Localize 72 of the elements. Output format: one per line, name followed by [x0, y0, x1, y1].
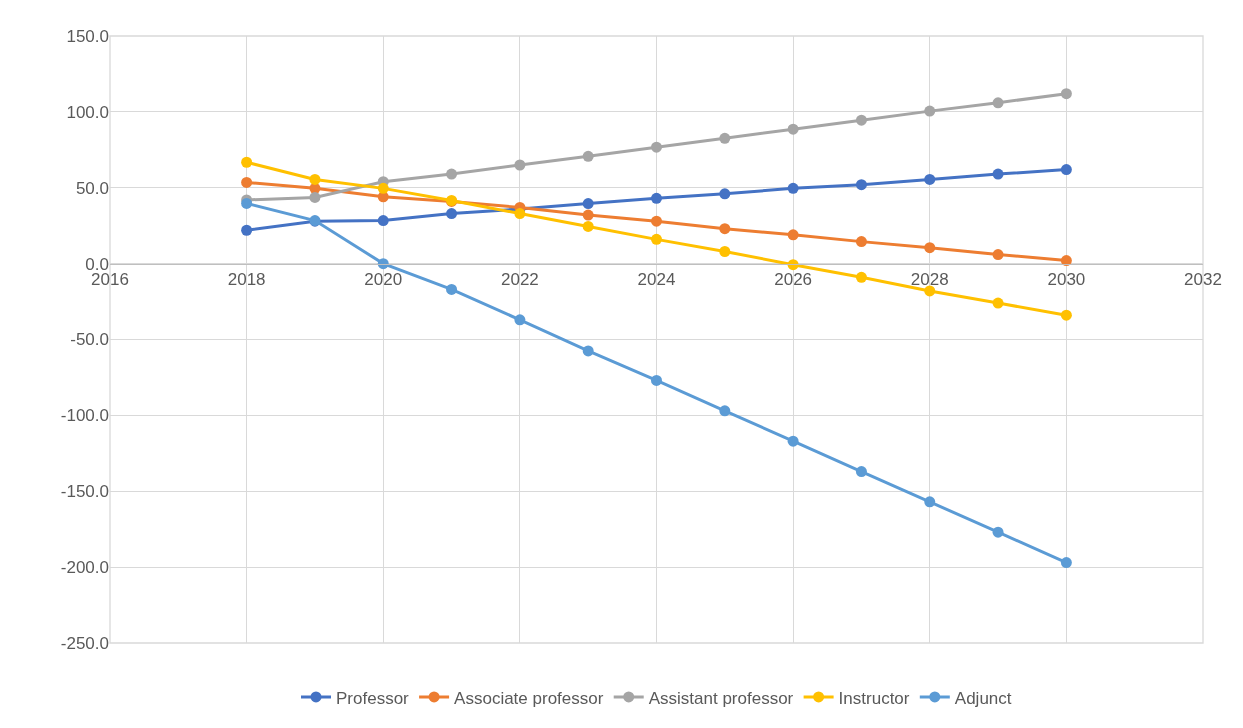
point	[651, 141, 662, 153]
x-tick-label: 2030	[1047, 270, 1086, 290]
point	[651, 192, 662, 204]
x-tick-label: 2026	[774, 270, 813, 290]
point	[1060, 557, 1072, 569]
y-tick-label: -150.0	[60, 482, 109, 502]
y-tick-label: -200.0	[60, 558, 109, 578]
y-tick-label: -250.0	[60, 633, 109, 653]
point	[241, 156, 253, 168]
point	[719, 245, 731, 257]
point	[855, 271, 867, 283]
point	[719, 188, 731, 200]
point	[719, 132, 731, 144]
point	[514, 159, 526, 171]
point	[992, 97, 1004, 109]
point	[446, 283, 458, 295]
point	[582, 345, 594, 357]
x-tick-label: 2024	[637, 270, 676, 290]
point	[582, 209, 594, 221]
point	[1060, 309, 1072, 321]
point	[924, 173, 936, 185]
legend-label: Professor	[336, 688, 410, 708]
point	[855, 114, 867, 126]
point	[855, 466, 867, 478]
point	[582, 220, 594, 232]
point	[582, 150, 594, 162]
point	[446, 208, 458, 220]
x-tick-label: 2018	[227, 270, 266, 290]
point	[446, 168, 458, 180]
legend-label: Instructor	[838, 688, 910, 708]
point	[719, 223, 731, 235]
point	[924, 242, 936, 254]
point	[924, 105, 936, 117]
y-tick-label: 150.0	[66, 26, 109, 46]
point	[241, 176, 253, 188]
point	[992, 168, 1004, 180]
point	[924, 285, 936, 297]
x-tick-label: 2028	[910, 270, 949, 290]
point	[787, 182, 799, 194]
point	[1060, 88, 1072, 100]
y-tick-label: -100.0	[60, 406, 109, 426]
point	[787, 229, 799, 241]
point	[377, 215, 389, 227]
point	[582, 198, 594, 210]
x-tick-label: 2022	[500, 270, 539, 290]
x-tick-label: 2020	[364, 270, 403, 290]
legend-label: Assistant professor	[648, 688, 794, 708]
point	[514, 314, 526, 326]
point	[719, 405, 731, 417]
point	[924, 496, 936, 508]
point	[241, 224, 253, 236]
y-tick-label: 50.0	[75, 178, 109, 198]
point	[992, 249, 1004, 261]
point	[787, 435, 799, 447]
point	[855, 236, 867, 248]
point	[992, 526, 1004, 538]
point	[651, 233, 662, 245]
point	[309, 191, 321, 203]
legend-label: Associate professor	[454, 688, 604, 708]
point	[787, 123, 799, 135]
point	[992, 297, 1004, 309]
y-tick-label: 100.0	[66, 102, 109, 122]
point	[309, 173, 321, 185]
x-tick-label: 2032	[1184, 270, 1222, 290]
point	[651, 215, 662, 227]
point	[1060, 164, 1072, 176]
point	[855, 179, 867, 191]
point	[651, 374, 662, 386]
point	[514, 208, 526, 220]
legend-label: Adjunct	[954, 688, 1012, 708]
y-tick-label: -50.0	[70, 330, 109, 350]
point	[377, 182, 389, 194]
